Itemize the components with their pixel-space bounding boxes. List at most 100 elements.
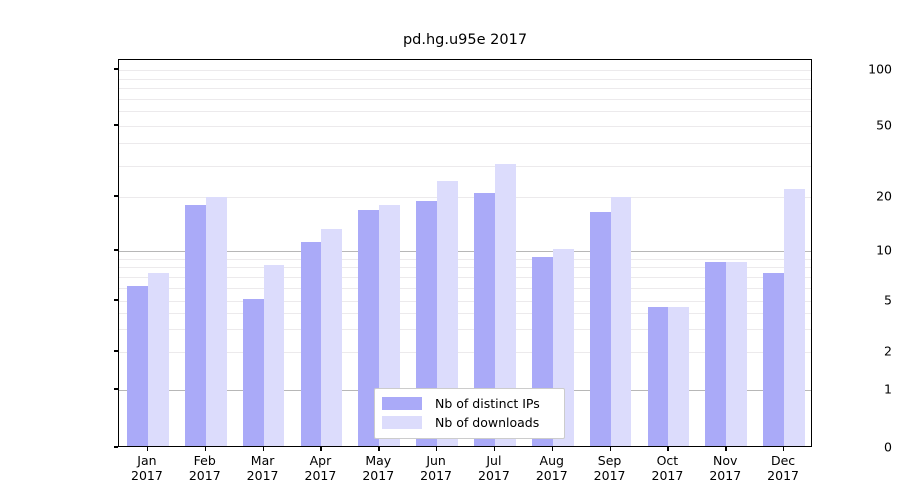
- x-tick-month: Feb: [193, 453, 216, 468]
- gridline-minor: [119, 313, 811, 315]
- gridline-minor: [119, 197, 811, 198]
- y-tick-mark: [114, 299, 118, 301]
- bar-downloads: [321, 228, 343, 446]
- bar-downloads: [147, 272, 169, 446]
- legend-item: Nb of distinct IPs: [382, 394, 557, 413]
- plot-area: [118, 59, 812, 447]
- x-tick-month: May: [365, 453, 392, 468]
- bar-distinct-ips: [358, 210, 380, 446]
- gridline-minor: [119, 70, 811, 71]
- x-tick-month: Nov: [713, 453, 738, 468]
- gridline-minor: [119, 258, 811, 260]
- bar-downloads: [726, 262, 748, 446]
- x-tick-mark: [551, 447, 554, 451]
- bar-distinct-ips: [242, 299, 264, 446]
- x-tick-label: Jan 2017: [112, 453, 182, 483]
- bar-distinct-ips: [474, 193, 495, 446]
- x-tick-month: Oct: [656, 453, 679, 468]
- x-tick-year: 2017: [420, 468, 452, 483]
- y-tick-label: 2: [884, 343, 892, 359]
- bar-downloads: [668, 307, 690, 446]
- legend-swatch: [382, 416, 422, 429]
- bar-distinct-ips: [647, 307, 669, 446]
- chart-legend: Nb of distinct IPs Nb of downloads: [374, 388, 565, 439]
- x-tick-mark: [436, 447, 438, 451]
- legend-item: Nb of downloads: [382, 413, 557, 432]
- y-tick-label: 50: [876, 117, 892, 133]
- y-tick-mark: [114, 388, 118, 390]
- x-tick-month: Sep: [597, 453, 622, 468]
- x-tick-label: Mar 2017: [228, 453, 298, 483]
- x-tick-mark: [725, 447, 727, 451]
- bar-distinct-ips: [300, 241, 322, 446]
- x-tick-label: Sep 2017: [575, 453, 645, 483]
- bar-downloads: [610, 196, 632, 446]
- x-tick-label: Aug 2017: [517, 453, 587, 483]
- x-tick-year: 2017: [362, 468, 395, 483]
- x-tick-year: 2017: [767, 468, 799, 483]
- x-tick-month: Jun: [426, 453, 446, 468]
- x-tick-mark: [667, 447, 669, 451]
- y-tick-mark: [114, 195, 118, 197]
- gridline-minor: [119, 143, 811, 145]
- x-tick-mark: [783, 447, 785, 451]
- bar-downloads: [437, 180, 458, 446]
- x-tick-year: 2017: [478, 468, 510, 483]
- gridline-minor: [119, 98, 811, 100]
- gridline-minor: [119, 329, 811, 331]
- x-tick-year: 2017: [188, 468, 221, 483]
- x-tick-label: Oct 2017: [632, 453, 702, 483]
- x-tick-mark: [262, 447, 264, 451]
- x-tick-label: Jul 2017: [459, 453, 529, 483]
- y-tick-mark: [114, 124, 118, 126]
- x-tick-mark: [204, 447, 207, 451]
- bar-distinct-ips: [763, 272, 785, 446]
- x-tick-month: Jul: [486, 453, 502, 468]
- gridline-minor: [119, 126, 811, 127]
- gridline-minor: [119, 352, 811, 353]
- y-tick-label: 20: [876, 188, 892, 204]
- x-tick-year: 2017: [535, 468, 568, 483]
- y-tick-label: 100: [868, 61, 892, 77]
- x-tick-mark: [146, 447, 149, 451]
- x-tick-month: Apr: [309, 453, 332, 468]
- chart-title: pd.hg.u95e 2017: [402, 32, 528, 48]
- bar-downloads: [205, 196, 227, 446]
- x-tick-month: Jan: [137, 453, 157, 468]
- x-tick-year: 2017: [304, 468, 337, 483]
- y-tick-label: 1: [884, 381, 892, 397]
- gridline-minor: [119, 267, 811, 269]
- gridline-minor: [119, 88, 811, 90]
- x-tick-month: Mar: [250, 453, 275, 468]
- bar-downloads: [263, 265, 285, 446]
- legend-swatch: [382, 397, 422, 410]
- y-tick-mark: [114, 68, 118, 70]
- y-tick-mark: [114, 446, 118, 448]
- x-tick-label: Apr 2017: [285, 453, 355, 483]
- x-tick-label: Jun 2017: [401, 453, 471, 483]
- y-tick-label: 0: [884, 439, 892, 455]
- x-tick-year: 2017: [709, 468, 742, 483]
- x-tick-month: Aug: [539, 453, 564, 468]
- bar-distinct-ips: [589, 212, 611, 446]
- x-tick-month: Dec: [770, 453, 796, 468]
- gridline-minor: [119, 301, 811, 302]
- x-tick-year: 2017: [246, 468, 279, 483]
- bar-downloads: [379, 205, 401, 446]
- x-tick-mark: [320, 447, 322, 451]
- gridline-minor: [119, 78, 811, 80]
- x-tick-mark: [609, 447, 611, 451]
- bar-downloads: [784, 189, 805, 446]
- y-tick-mark: [114, 249, 118, 251]
- gridline-minor: [119, 111, 811, 113]
- y-tick-label: 5: [884, 292, 892, 308]
- legend-label: Nb of downloads: [435, 415, 540, 430]
- y-tick-mark: [114, 350, 118, 352]
- x-tick-mark: [378, 447, 380, 451]
- bar-distinct-ips: [184, 205, 206, 446]
- gridline-major: [119, 251, 811, 252]
- x-tick-label: Feb 2017: [170, 453, 240, 483]
- x-tick-label: Dec 2017: [748, 453, 818, 483]
- y-tick-label: 10: [876, 242, 892, 258]
